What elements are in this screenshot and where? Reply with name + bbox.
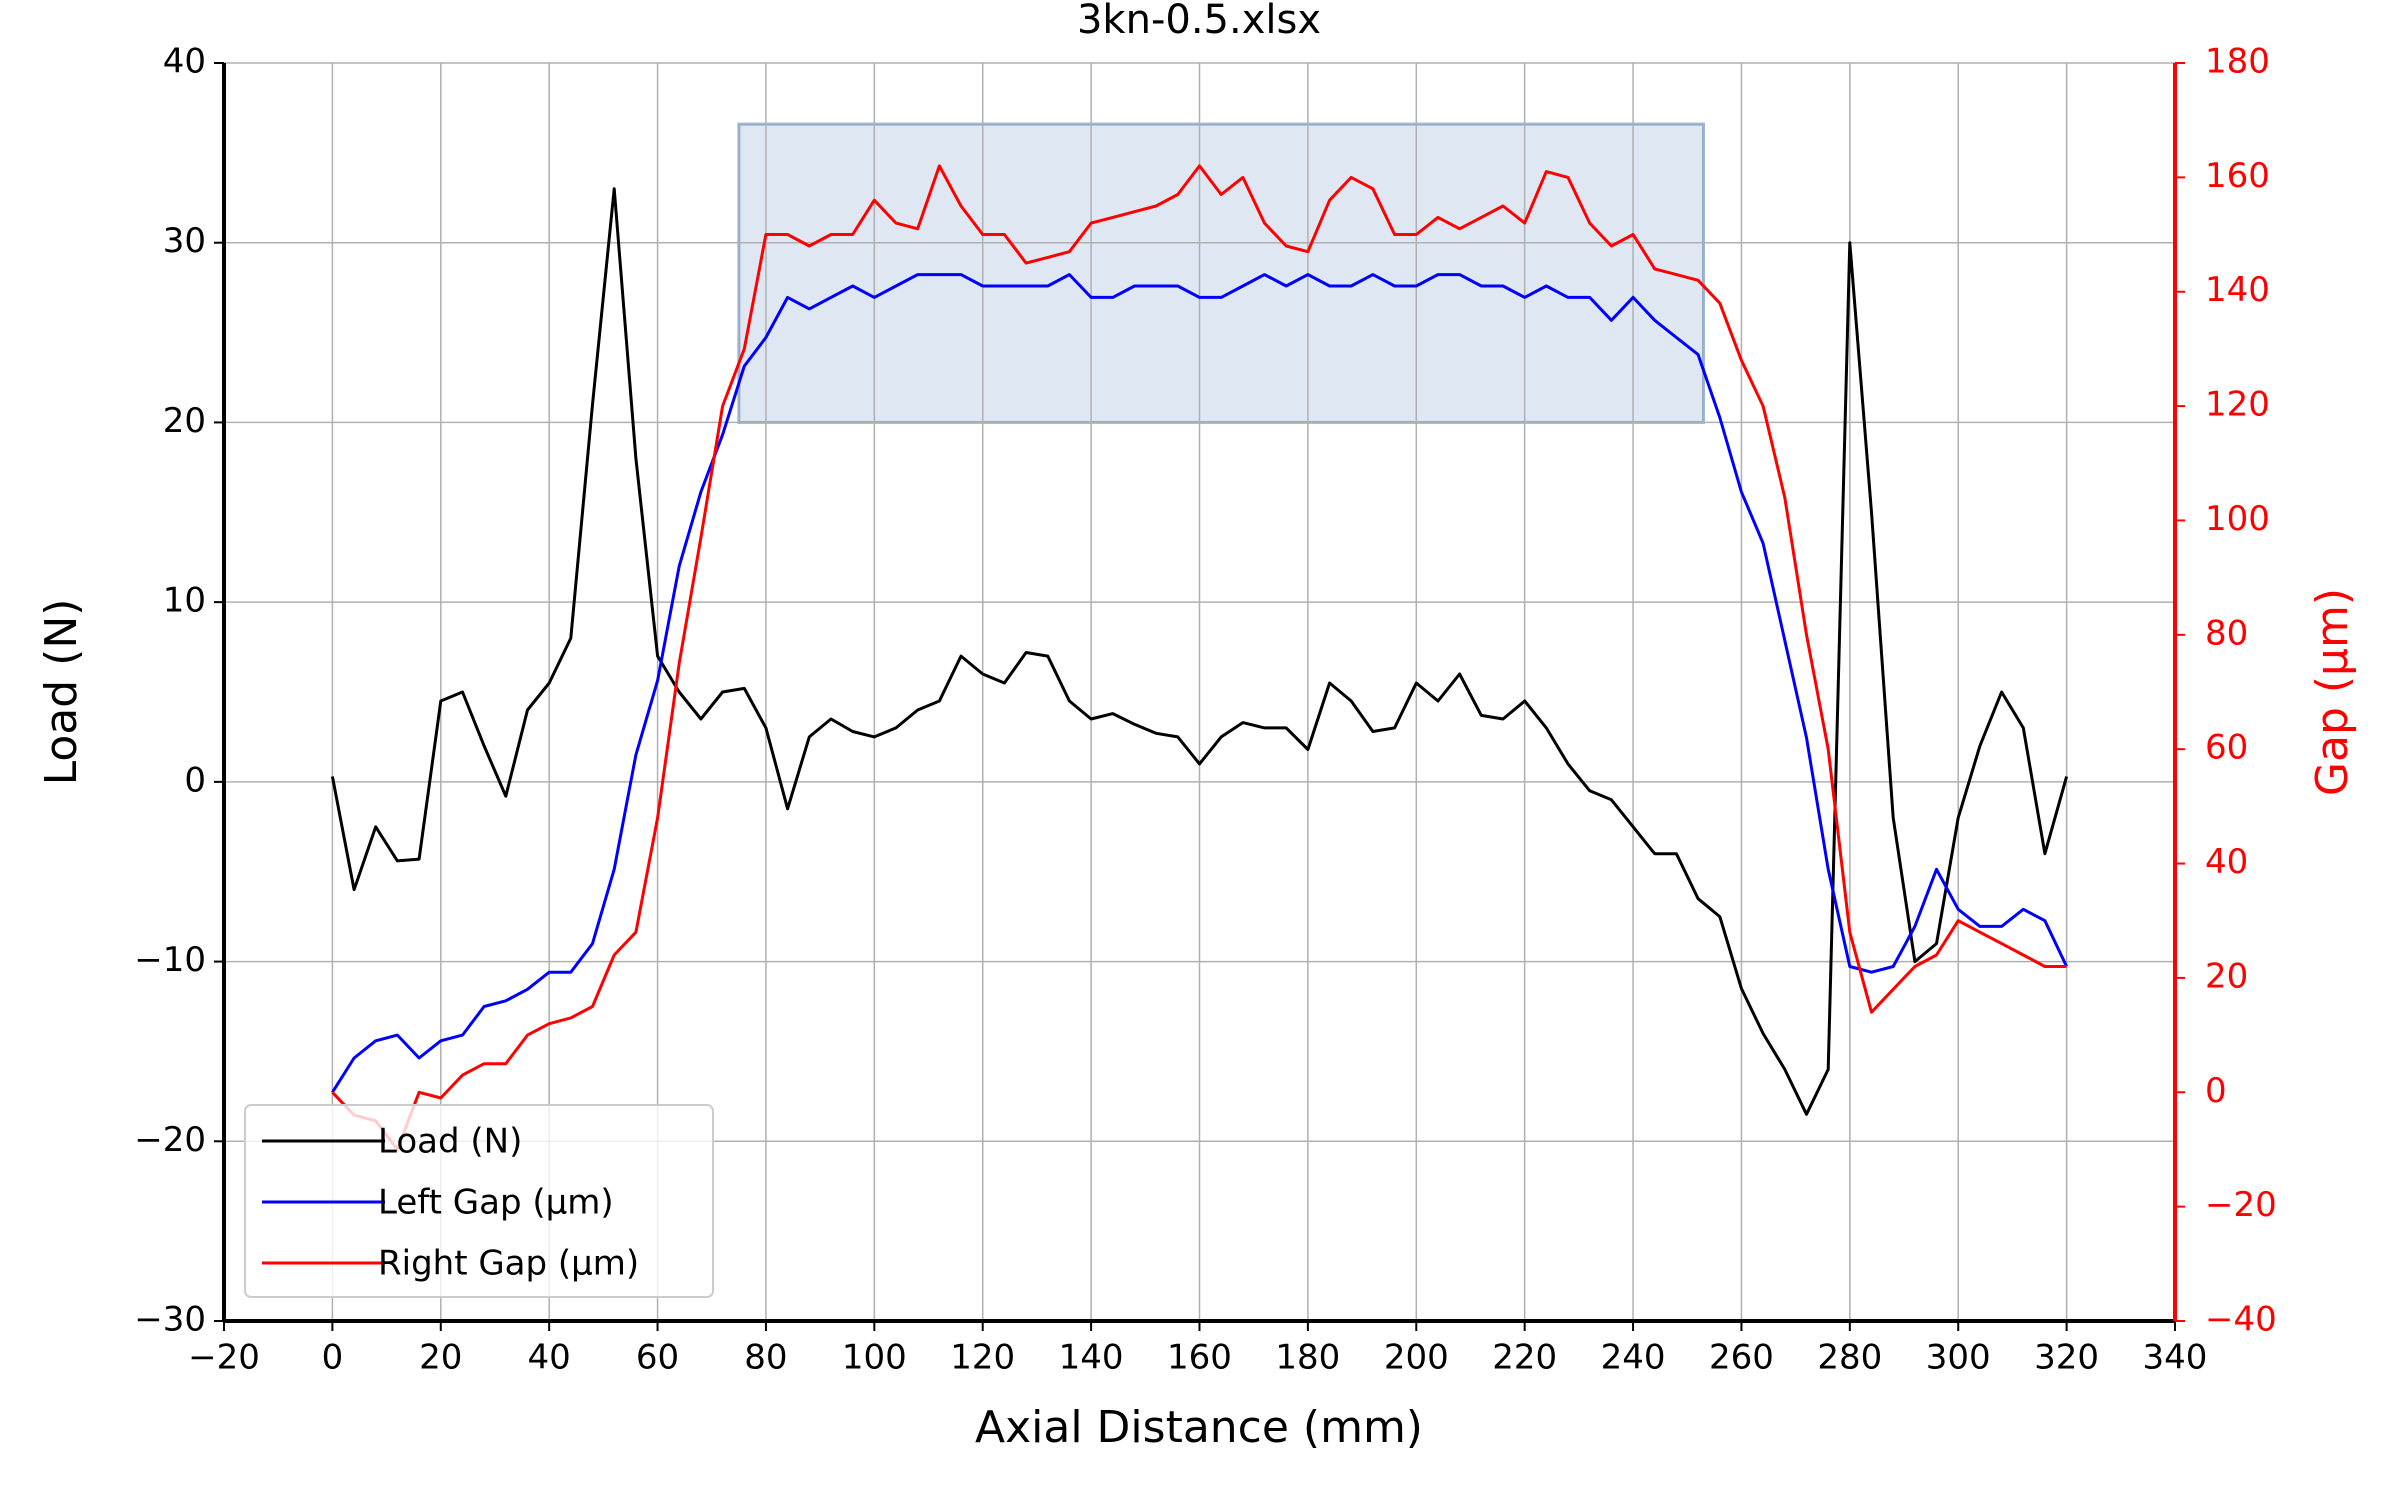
y2-tick-label: 100: [2205, 499, 2270, 539]
y-tick-label: 20: [163, 401, 206, 441]
y2-tick-label: −20: [2205, 1185, 2277, 1225]
x-tick-label: 100: [842, 1338, 907, 1378]
x-tick-label: 180: [1275, 1338, 1340, 1378]
y2-tick-label: 140: [2205, 270, 2270, 310]
x-tick-label: 320: [2034, 1338, 2099, 1378]
series-line: [331, 273, 2068, 1094]
legend-label: Left Gap (µm): [378, 1183, 614, 1223]
y2-tick-label: 180: [2205, 42, 2270, 82]
x-tick-label: 200: [1384, 1338, 1449, 1378]
x-tick-label: 40: [528, 1338, 571, 1378]
y-tick-label: −10: [134, 940, 206, 980]
y2-tick-label: −40: [2205, 1300, 2277, 1340]
y2-tick-label: 60: [2205, 728, 2248, 768]
x-tick-label: 160: [1167, 1338, 1232, 1378]
chart-title: 3kn-0.5.xlsx: [1077, 0, 1321, 43]
y2-tick-label: 120: [2205, 385, 2270, 425]
legend-box: [244, 1104, 714, 1298]
series-line: [330, 187, 2069, 1116]
y-tick-label: −30: [134, 1300, 206, 1340]
x-tick-label: 220: [1492, 1338, 1557, 1378]
x-tick-label: 0: [322, 1338, 344, 1378]
legend-label: Right Gap (µm): [378, 1244, 639, 1284]
y2-tick-label: 160: [2205, 156, 2270, 196]
shaded-region: [737, 122, 1706, 424]
y-axis-label: Load (N): [36, 599, 87, 786]
y-tick-label: 0: [184, 760, 206, 800]
y2-tick-label: 40: [2205, 842, 2248, 882]
x-tick-label: 280: [1817, 1338, 1882, 1378]
y-tick-label: 10: [163, 581, 206, 621]
x-tick-label: 120: [950, 1338, 1015, 1378]
y-tick-label: 40: [163, 42, 206, 82]
series-line: [331, 164, 2067, 1151]
x-tick-label: 340: [2143, 1338, 2208, 1378]
x-axis-label: Axial Distance (mm): [975, 1402, 1423, 1453]
x-tick-label: −20: [188, 1338, 260, 1378]
x-tick-label: 300: [1926, 1338, 1991, 1378]
y2-tick-label: 20: [2205, 956, 2248, 996]
x-tick-label: 20: [419, 1338, 462, 1378]
legend-label: Load (N): [378, 1122, 522, 1162]
y2-axis-label: Gap (µm): [2307, 588, 2358, 796]
y2-tick-label: 0: [2205, 1071, 2227, 1111]
y-tick-label: 30: [163, 221, 206, 261]
x-tick-label: 260: [1709, 1338, 1774, 1378]
x-tick-label: 60: [636, 1338, 679, 1378]
x-tick-label: 80: [744, 1338, 787, 1378]
y-tick-label: −20: [134, 1120, 206, 1160]
y2-tick-label: 80: [2205, 613, 2248, 653]
x-tick-label: 240: [1601, 1338, 1666, 1378]
x-tick-label: 140: [1059, 1338, 1124, 1378]
